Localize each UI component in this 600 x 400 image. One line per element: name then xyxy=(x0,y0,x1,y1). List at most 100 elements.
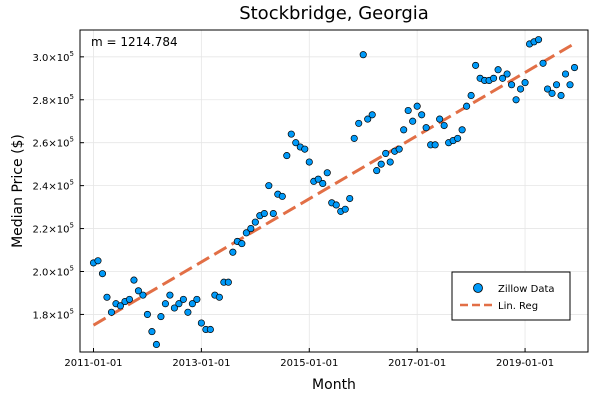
data-point xyxy=(409,117,417,125)
y-tick-base: 2.6×10 xyxy=(33,139,70,150)
y-tick-label: 2.8×105 xyxy=(33,93,74,107)
data-point xyxy=(301,145,309,153)
data-point xyxy=(341,205,349,213)
data-point xyxy=(346,194,354,203)
legend-marker-zillow-data xyxy=(473,283,483,293)
y-tick-base: 2.2×10 xyxy=(33,225,70,236)
data-point xyxy=(386,158,394,166)
data-point xyxy=(436,115,444,123)
data-point xyxy=(400,126,408,134)
data-point xyxy=(166,291,174,299)
data-point xyxy=(463,102,471,110)
data-point xyxy=(265,182,273,190)
y-tick-label: 1.8×105 xyxy=(33,307,74,321)
data-point xyxy=(499,74,507,82)
data-point xyxy=(130,276,138,284)
data-point xyxy=(188,300,196,308)
x-axis-ticks: 2011-01-01 2013-01-01 2015-01-01 2017-01-01… xyxy=(64,348,554,369)
data-point xyxy=(382,149,390,157)
y-axis-ticks: 1.8×1052.0×1052.2×1052.4×1052.6×1052.8×1… xyxy=(33,50,84,321)
data-point xyxy=(368,111,376,119)
data-point xyxy=(283,152,291,160)
y-tick-label: 2.0×105 xyxy=(33,265,74,279)
data-point xyxy=(143,310,151,318)
data-point xyxy=(98,270,107,278)
data-point xyxy=(157,313,165,321)
data-point xyxy=(251,218,259,226)
y-tick-base: 3.0×10 xyxy=(33,53,70,64)
data-point xyxy=(116,302,125,310)
y-tick-label: 3.0×105 xyxy=(33,50,74,64)
y-tick-exponent: 5 xyxy=(70,222,74,230)
y-tick-base: 2.4×10 xyxy=(33,182,70,193)
data-point xyxy=(170,304,178,312)
data-point xyxy=(103,293,111,301)
data-point xyxy=(566,81,574,89)
data-point xyxy=(570,64,579,72)
x-tick-label: 2013-01-01 xyxy=(172,358,230,369)
y-tick-label: 2.2×105 xyxy=(33,222,74,236)
y-tick-label: 2.4×105 xyxy=(33,179,74,193)
data-point xyxy=(458,126,466,134)
data-point xyxy=(292,139,300,147)
data-point xyxy=(521,79,529,87)
data-point xyxy=(503,70,511,78)
data-point xyxy=(206,325,214,334)
data-point xyxy=(539,59,547,67)
data-point xyxy=(287,130,295,138)
grid-lines xyxy=(80,30,588,352)
data-point xyxy=(355,119,363,127)
x-tick-label: 2011-01-01 xyxy=(64,358,122,369)
y-tick-base: 2.0×10 xyxy=(33,268,70,279)
data-point xyxy=(125,295,134,303)
plot-area-frame xyxy=(79,29,589,353)
data-point xyxy=(543,85,552,93)
data-point xyxy=(94,257,102,265)
data-point xyxy=(431,141,439,149)
y-tick-exponent: 5 xyxy=(70,265,74,273)
data-point xyxy=(193,295,201,303)
data-point xyxy=(269,209,277,218)
y-tick-exponent: 5 xyxy=(70,307,74,315)
x-tick-label: 2015-01-01 xyxy=(280,358,338,369)
data-point xyxy=(305,158,313,166)
y-tick-base: 2.8×10 xyxy=(33,96,70,107)
regression-layer xyxy=(92,42,576,327)
data-point xyxy=(467,91,475,100)
data-point xyxy=(512,96,520,104)
data-point xyxy=(224,278,232,286)
data-point xyxy=(490,74,498,82)
data-point xyxy=(184,308,192,316)
legend: Zillow Data Lin. Reg xyxy=(451,271,571,321)
data-point xyxy=(175,300,183,308)
data-point xyxy=(148,328,156,336)
data-point xyxy=(314,175,322,183)
y-tick-base: 1.8×10 xyxy=(33,310,70,321)
data-point xyxy=(229,248,237,256)
data-point xyxy=(404,106,412,115)
data-point xyxy=(561,70,570,78)
x-tick-label: 2017-01-01 xyxy=(388,358,446,369)
chart-title: Stockbridge, Georgia xyxy=(239,3,429,24)
y-tick-exponent: 5 xyxy=(70,93,74,101)
legend-box xyxy=(451,271,571,321)
data-point xyxy=(534,36,543,44)
data-point xyxy=(332,201,340,209)
data-point xyxy=(557,91,565,100)
x-axis-label: Month xyxy=(312,377,356,393)
data-point xyxy=(413,102,421,110)
legend-label-zillow-data: Zillow Data xyxy=(498,284,555,295)
data-point xyxy=(418,111,426,119)
data-point xyxy=(508,81,516,89)
data-point xyxy=(517,85,525,93)
slope-annotation: m = 1214.784 xyxy=(91,35,178,49)
data-point xyxy=(548,89,556,97)
data-point xyxy=(395,145,403,153)
data-point xyxy=(440,121,448,130)
data-point xyxy=(377,160,385,168)
data-point xyxy=(359,51,367,59)
data-point xyxy=(278,192,286,200)
data-point xyxy=(161,300,169,308)
data-point xyxy=(134,287,142,295)
